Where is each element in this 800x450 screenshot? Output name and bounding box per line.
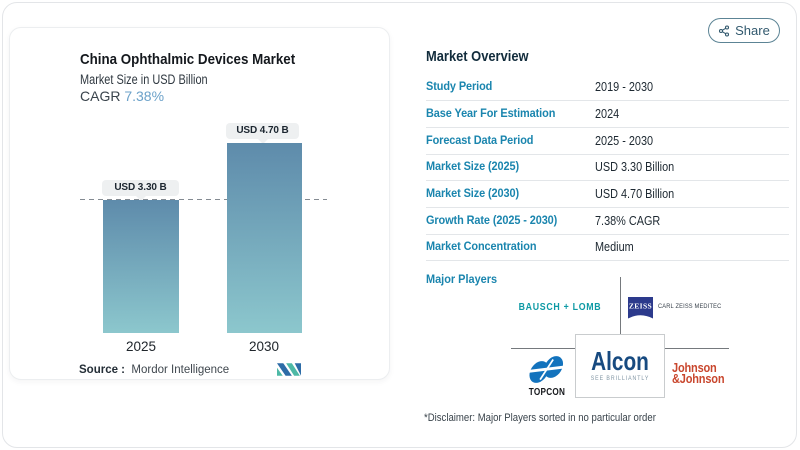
alcon-wordmark: Alcon — [591, 346, 649, 376]
row-label: Study Period — [426, 81, 493, 94]
topcon-swoosh-icon — [524, 356, 569, 383]
topcon-logo: TOPCON — [524, 356, 569, 398]
cagr-label: CAGR — [80, 88, 121, 104]
table-row-study-period: Study Period 2019 - 2030 — [426, 75, 789, 102]
johnson-and-johnson-logo: Johnson &Johnson — [672, 361, 725, 386]
cagr-value: 7.38% — [124, 88, 165, 104]
row-label: Market Size (2030) — [426, 188, 520, 201]
alcon-tagline: SEE BRILLIANTLY — [590, 375, 650, 382]
carl-zeiss-meditec-label: CARL ZEISS MEDITEC — [658, 303, 722, 310]
cagr-line: CAGR 7.38% — [80, 88, 164, 105]
overview-heading: Market Overview — [426, 48, 529, 65]
row-label: Growth Rate (2025 - 2030) — [426, 214, 558, 227]
svg-text:ZEISS: ZEISS — [629, 302, 652, 311]
row-value: 2025 - 2030 — [595, 133, 654, 148]
row-value: USD 3.30 Billion — [595, 160, 675, 175]
row-value: 2019 - 2030 — [595, 80, 654, 95]
connector-vertical-line — [620, 277, 621, 334]
row-label: Base Year For Estimation — [426, 108, 556, 121]
table-row-base-year: Base Year For Estimation 2024 — [426, 101, 789, 128]
share-button-label: Share — [735, 23, 770, 38]
share-button[interactable]: Share — [708, 18, 780, 43]
source-label: Source : — [79, 364, 126, 376]
zeiss-logo-icon: ZEISS — [628, 297, 653, 319]
source-value: Mordor Intelligence — [131, 364, 230, 376]
table-row-market-size-2025: Market Size (2025) USD 3.30 Billion — [426, 155, 789, 182]
bar-value-label-2025: USD 3.30 B — [102, 180, 179, 201]
disclaimer-text: *Disclaimer: Major Players sorted in no … — [424, 412, 656, 424]
bar-2025[interactable] — [103, 200, 179, 333]
table-row-growth-rate: Growth Rate (2025 - 2030) 7.38% CAGR — [426, 208, 789, 235]
topcon-wordmark: TOPCON — [528, 387, 566, 398]
table-row-market-size-2030: Market Size (2030) USD 4.70 Billion — [426, 181, 789, 208]
alcon-logo-box: Alcon SEE BRILLIANTLY — [575, 334, 665, 398]
table-row-market-concentration: Market Concentration Medium — [426, 235, 789, 262]
x-axis-label-2030: 2030 — [248, 339, 280, 354]
connector-right-line — [665, 348, 729, 349]
row-label: Market Concentration — [426, 241, 537, 254]
major-players-label: Major Players — [426, 274, 498, 286]
connector-left-line — [511, 348, 575, 349]
row-label: Market Size (2025) — [426, 161, 520, 174]
chart-panel: China Ophthalmic Devices Market Market S… — [9, 27, 390, 380]
row-value: USD 4.70 Billion — [595, 187, 675, 202]
row-label: Forecast Data Period — [426, 134, 534, 147]
row-value: Medium — [595, 240, 634, 255]
bausch-lomb-logo: BAUSCH + LOMB — [518, 302, 602, 313]
row-value: 2024 — [595, 107, 620, 122]
chart-title: China Ophthalmic Devices Market — [80, 51, 296, 68]
chart-subtitle: Market Size in USD Billion — [80, 72, 208, 87]
mordor-intelligence-logo-icon — [277, 363, 301, 376]
jnj-line2: &Johnson — [672, 371, 725, 386]
jnj-line1: Johnson — [672, 361, 717, 375]
bar-value-label-2030: USD 4.70 B — [226, 123, 299, 144]
x-axis-label-2025: 2025 — [125, 339, 157, 354]
overview-table: Study Period 2019 - 2030 Base Year For E… — [426, 75, 789, 262]
share-nodes-icon — [719, 24, 730, 37]
source-attribution: Source : Mordor Intelligence — [79, 364, 229, 376]
bar-2030[interactable] — [227, 143, 302, 333]
table-row-forecast-period: Forecast Data Period 2025 - 2030 — [426, 128, 789, 155]
reference-dashed-line — [80, 199, 327, 201]
row-value: 7.38% CAGR — [595, 213, 661, 228]
